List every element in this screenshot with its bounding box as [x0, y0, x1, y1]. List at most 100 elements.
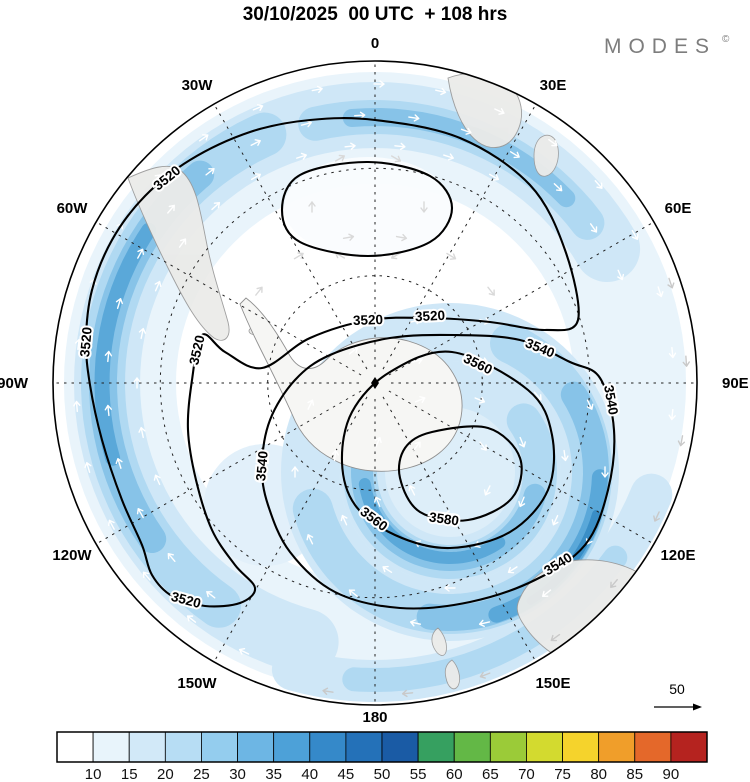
wind-arrow — [653, 511, 660, 522]
wind-arrow — [487, 286, 495, 296]
colorbar-tick-label: 35 — [265, 766, 282, 782]
wind-arrow — [74, 338, 83, 351]
colorbar-tick-label: 70 — [518, 766, 535, 782]
meridian-label-90e: 90E — [722, 375, 749, 392]
wind-arrow — [373, 80, 385, 88]
colorbar-tick-label: 90 — [663, 766, 680, 782]
wind-arrow — [306, 534, 314, 545]
wind-arrow — [435, 87, 447, 96]
wind-arrow — [138, 327, 147, 340]
wind-arrow — [115, 458, 123, 469]
wind-arrow — [104, 350, 113, 363]
wind-arrow — [551, 514, 559, 526]
colorbar-cell — [598, 731, 636, 763]
colorbar-tick-label: 30 — [229, 766, 246, 782]
chart-title: 30/10/2025 00 UTC + 108 hrs — [243, 4, 508, 25]
wind-arrow — [548, 138, 558, 147]
wind-arrow — [409, 619, 422, 627]
wind-arrow — [291, 466, 299, 478]
modes-logo-mark: © — [722, 34, 730, 45]
meridian-label-120e: 120E — [660, 547, 695, 564]
landmass-south-america — [127, 165, 230, 341]
wind-arrow — [154, 280, 162, 292]
colorbar-cell — [453, 731, 491, 763]
graticule-line — [382, 104, 536, 370]
colorbar: 10 15 20 25 30 35 40 45 50 55 60 65 70 75 80 85 90 — [56, 731, 708, 782]
wind-arrow — [340, 514, 348, 526]
wind-arrow — [115, 298, 123, 309]
wind-arrow — [488, 173, 500, 181]
landmass-new-zealand — [431, 627, 460, 690]
wind-arrow — [238, 647, 250, 655]
wind-arrow — [348, 346, 359, 355]
wind-arrow — [682, 355, 690, 367]
wind-arrow — [255, 286, 263, 296]
meridian-label-30e: 30E — [540, 77, 567, 94]
meridian-label-60w: 60W — [57, 200, 89, 217]
colorbar-cell — [92, 731, 130, 763]
wind-arrow — [382, 565, 393, 574]
colorbar-tick-label: 65 — [482, 766, 499, 782]
colorbar-tick-label: 55 — [410, 766, 427, 782]
colorbar-tick-label: 60 — [446, 766, 463, 782]
wind-arrow — [137, 248, 145, 259]
wind-arrow — [394, 142, 406, 151]
colorbar-tick-label: 25 — [193, 766, 210, 782]
wind-arrow — [413, 441, 421, 451]
map-boundary-circle — [52, 60, 698, 706]
wind-arrow — [479, 441, 487, 451]
wind-arrow — [541, 589, 552, 598]
wind-arrow — [136, 508, 144, 519]
graticule-circle — [159, 167, 591, 599]
wind-arrow — [107, 519, 115, 530]
meridian-label-0: 0 — [371, 35, 379, 52]
wind-arrow — [104, 404, 112, 417]
meridian-labels: 0 30E 60E 90E 120E 150E 180 150W 120W 90… — [0, 35, 749, 726]
meridian-label-30w: 30W — [182, 77, 214, 94]
wind-scale-arrowhead — [693, 703, 702, 711]
meridian-label-120w: 120W — [52, 547, 92, 564]
wind-arrow — [561, 449, 569, 462]
meridian-label-150e: 150E — [535, 675, 570, 692]
wind-arrow — [518, 496, 526, 508]
wind-arrow — [519, 436, 526, 448]
wind-arrow — [308, 201, 316, 213]
wind-arrow — [296, 152, 307, 160]
wind-arrow — [198, 134, 209, 142]
wind-arrow — [293, 252, 304, 260]
contour-label: 3520 — [77, 326, 95, 357]
wind-arrow — [631, 229, 639, 240]
wind-arrow — [474, 396, 486, 404]
wind-scale-label: 50 — [669, 681, 685, 697]
wind-arrow — [211, 202, 221, 211]
wind-arrow — [206, 591, 216, 599]
wind-shading-band — [358, 478, 506, 565]
wind-arrow — [152, 174, 161, 183]
colorbar-tick-label: 80 — [590, 766, 607, 782]
colorbar-cell — [237, 731, 275, 763]
colorbar-cell — [562, 731, 600, 763]
wind-arrow — [677, 435, 686, 447]
colorbar-cell — [309, 731, 347, 763]
wind-arrow — [479, 671, 491, 679]
wind-arrow — [252, 104, 264, 111]
ridge-clear-area — [284, 157, 452, 257]
wind-arrow — [444, 510, 456, 518]
contour-3520-closed-ridge — [280, 160, 454, 258]
graticule-line — [96, 390, 362, 544]
wind-arrow — [395, 233, 408, 242]
wind-arrow — [617, 269, 625, 281]
wind-arrow — [322, 687, 334, 695]
wind-arrow — [601, 466, 609, 478]
wind-arrow — [307, 399, 315, 410]
colorbar-cell — [670, 731, 708, 763]
colorbar-cell — [164, 731, 202, 763]
wind-shading-band — [94, 222, 157, 466]
contour-label: 3520 — [186, 334, 207, 367]
wind-arrow — [73, 400, 81, 413]
wind-arrow — [478, 619, 491, 627]
colorbar-tick-label: 50 — [374, 766, 391, 782]
wind-arrow — [550, 633, 561, 642]
graticule-line — [382, 396, 536, 662]
